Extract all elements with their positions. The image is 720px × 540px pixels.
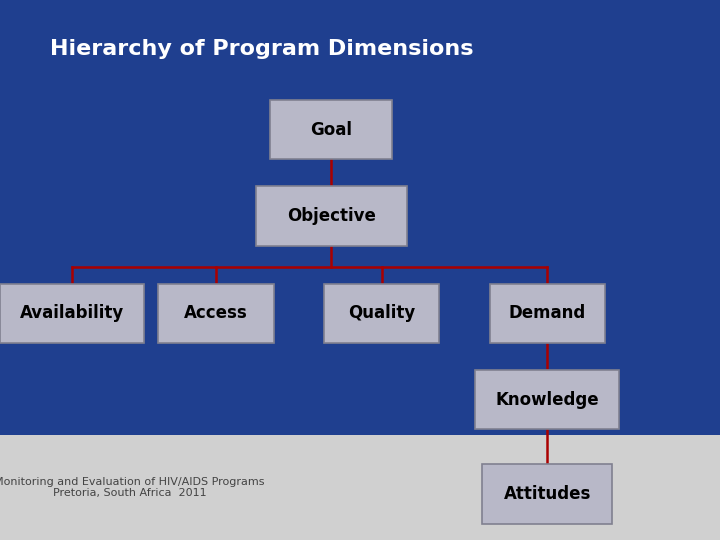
Text: Attitudes: Attitudes: [503, 485, 591, 503]
Text: Knowledge: Knowledge: [495, 390, 599, 409]
FancyBboxPatch shape: [324, 284, 439, 343]
FancyBboxPatch shape: [270, 100, 392, 159]
FancyBboxPatch shape: [158, 284, 274, 343]
Text: Hierarchy of Program Dimensions: Hierarchy of Program Dimensions: [50, 38, 474, 59]
Text: Monitoring and Evaluation of HIV/AIDS Programs
Pretoria, South Africa  2011: Monitoring and Evaluation of HIV/AIDS Pr…: [0, 476, 265, 498]
FancyBboxPatch shape: [475, 370, 619, 429]
Text: Demand: Demand: [508, 304, 586, 322]
Text: Objective: Objective: [287, 207, 376, 225]
FancyBboxPatch shape: [256, 186, 407, 246]
FancyBboxPatch shape: [490, 284, 605, 343]
FancyBboxPatch shape: [0, 284, 144, 343]
Text: Access: Access: [184, 304, 248, 322]
Text: Availability: Availability: [20, 304, 124, 322]
Text: Quality: Quality: [348, 304, 415, 322]
FancyBboxPatch shape: [482, 464, 612, 524]
Bar: [0, 435, 720, 540]
Text: Goal: Goal: [310, 120, 352, 139]
